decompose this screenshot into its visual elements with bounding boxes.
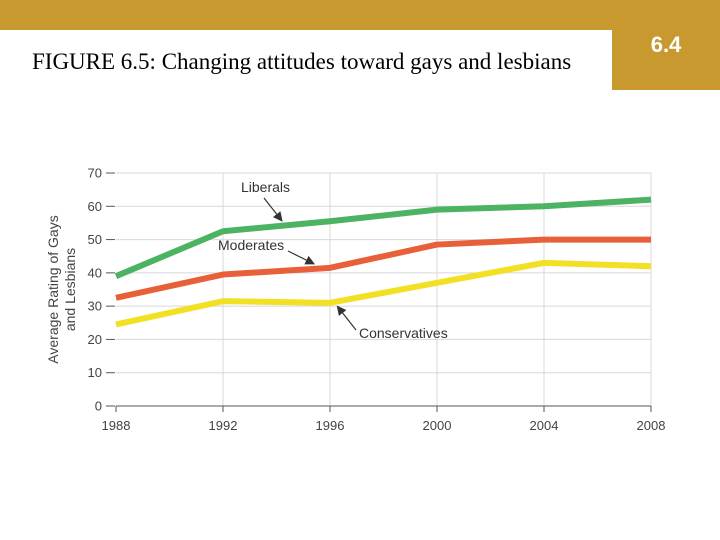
y-tick-label: 0	[95, 399, 102, 414]
line-chart: 0 10 20 30 40 50 60 70 1988 1992 1996 2000 2004 2008…	[45, 166, 666, 434]
y-tick-label: 30	[88, 299, 102, 314]
x-tick-label: 2004	[530, 418, 559, 433]
slide-title: FIGURE 6.5: Changing attitudes toward ga…	[32, 49, 572, 74]
x-tick-label: 1992	[209, 418, 238, 433]
y-tick-label: 70	[88, 166, 102, 181]
y-axis-label-line: and Lesbians	[62, 248, 78, 331]
x-tick-label: 2008	[637, 418, 666, 433]
x-tick-label: 2000	[423, 418, 452, 433]
annotation-arrow	[336, 305, 357, 331]
series-line-moderates	[115, 236, 651, 301]
section-badge: 6.4	[612, 0, 720, 90]
series-annotation-conservatives: Conservatives	[359, 325, 448, 341]
x-axis: 1988 1992 1996 2000 2004 2008	[102, 405, 666, 433]
y-tick-label: 40	[88, 265, 102, 280]
series-annotations: Liberals Moderates Conservatives	[218, 179, 448, 341]
series-line-conservatives	[115, 259, 652, 328]
y-axis-label-line: Average Rating of Gays	[45, 215, 61, 363]
annotation-arrow	[287, 250, 316, 265]
y-tick-label: 20	[88, 332, 102, 347]
y-axis-label: Average Rating of Gays and Lesbians	[45, 215, 78, 363]
y-tick-label: 50	[88, 232, 102, 247]
x-tick-label: 1988	[102, 418, 131, 433]
series-group	[114, 196, 652, 328]
series-line-liberals	[114, 196, 652, 279]
y-tick-label: 10	[88, 365, 102, 380]
top-accent-bar	[0, 0, 720, 30]
gridlines	[116, 172, 652, 406]
series-annotation-moderates: Moderates	[218, 237, 284, 253]
x-tick-label: 1996	[316, 418, 345, 433]
y-tick-label: 60	[88, 199, 102, 214]
y-axis: 0 10 20 30 40 50 60 70	[88, 166, 115, 414]
annotation-arrow	[263, 197, 283, 222]
series-annotation-liberals: Liberals	[241, 179, 290, 195]
